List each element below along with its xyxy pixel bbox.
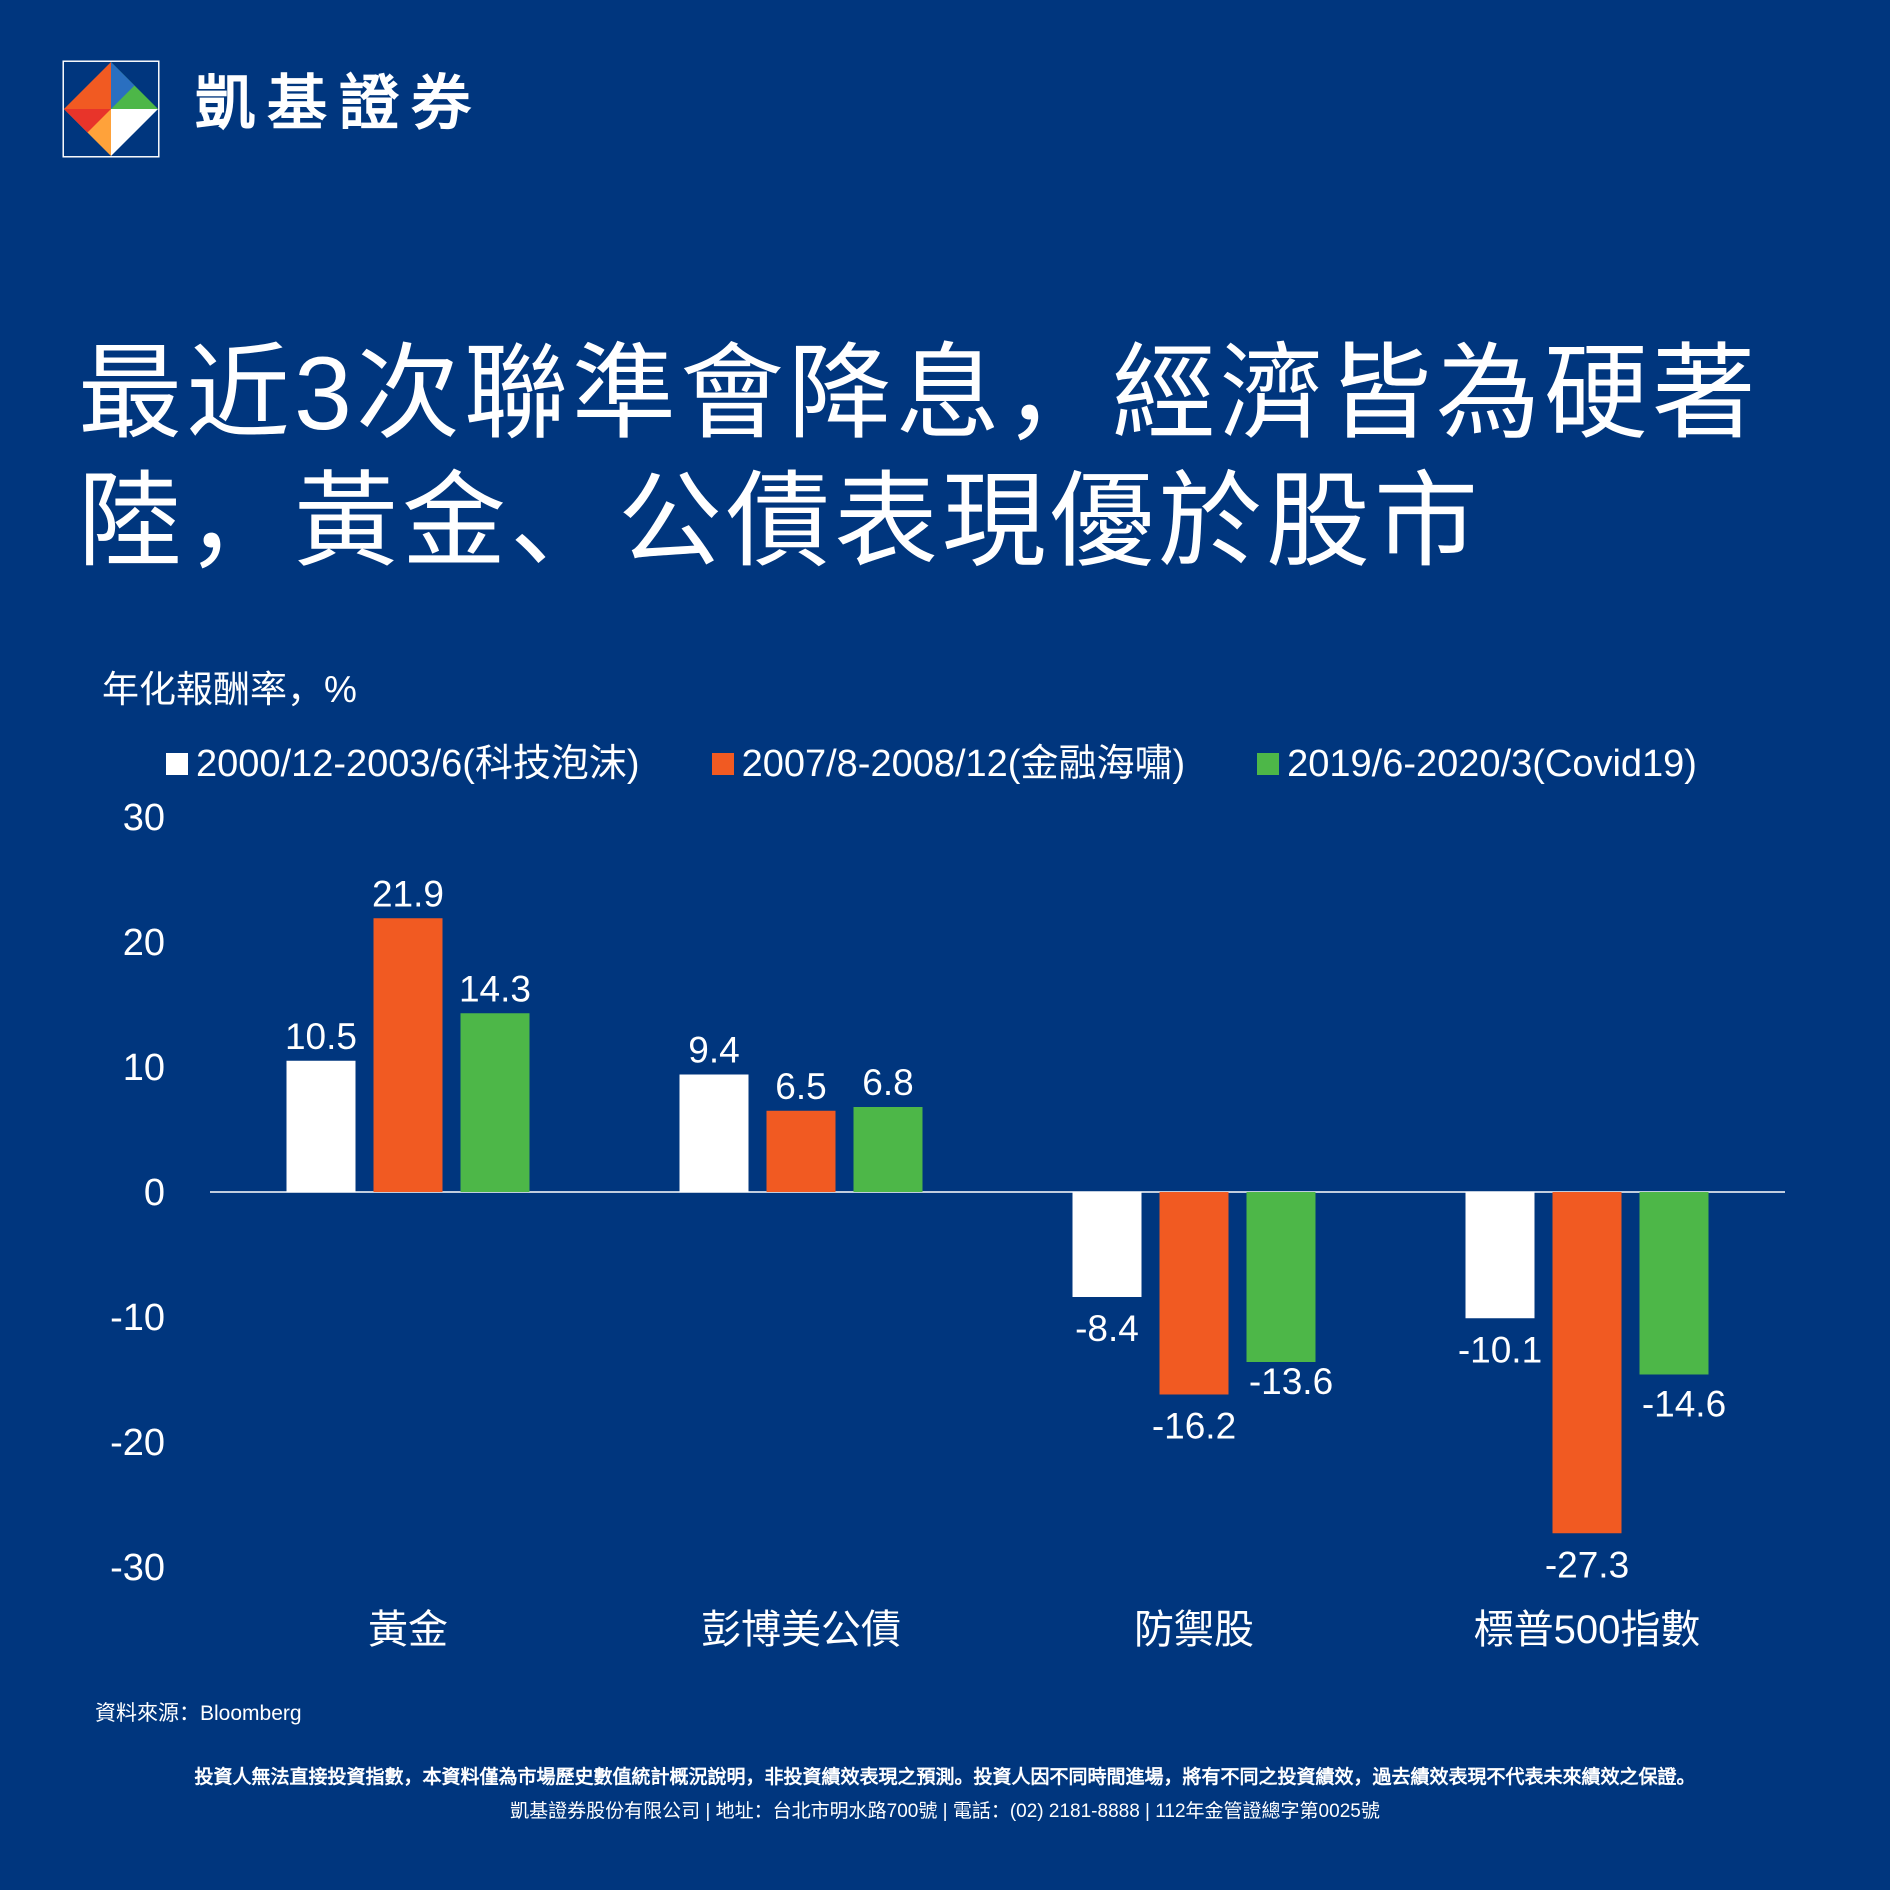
bar <box>1639 1192 1709 1375</box>
y-tick-label: 0 <box>144 1172 165 1214</box>
data-label: 6.8 <box>862 1062 913 1103</box>
data-label: 14.3 <box>459 968 531 1009</box>
y-tick-label: -10 <box>110 1297 165 1339</box>
brand-logo-icon <box>62 60 160 158</box>
y-tick-label: 10 <box>123 1047 165 1089</box>
data-label: -13.6 <box>1249 1361 1333 1402</box>
x-category-label: 黃金 <box>368 1608 448 1652</box>
x-category-label: 標普500指數 <box>1474 1608 1701 1652</box>
data-label: 21.9 <box>372 873 444 914</box>
bar <box>1465 1192 1535 1319</box>
y-axis-label: 年化報酬率，% <box>102 669 357 710</box>
bar <box>679 1074 749 1192</box>
legend-label-financial-crisis: 2007/8-2008/12(金融海嘯) <box>741 743 1186 785</box>
data-label: -27.3 <box>1545 1544 1629 1585</box>
legend-item-financial-crisis: 2007/8-2008/12(金融海嘯) <box>711 742 1186 786</box>
x-category-label: 防禦股 <box>1134 1608 1254 1652</box>
bar <box>373 918 443 1192</box>
legend-item-covid19: 2019/6-2020/3(Covid19) <box>1257 742 1697 786</box>
bar <box>1159 1192 1229 1395</box>
bar-chart: 30 20 10 0 -10 -20 -30 10.5 21.9 14.3 黃金 9.4 6.5 6.8 彭… <box>110 797 1785 1652</box>
y-tick-label: -30 <box>110 1547 165 1589</box>
chart-legend: 2000/12-2003/6(科技泡沫) 2007/8-2008/12(金融海嘯… <box>166 742 1886 786</box>
data-label: -14.6 <box>1642 1384 1726 1425</box>
legend-item-tech-bubble: 2000/12-2003/6(科技泡沫) <box>166 742 640 786</box>
bar <box>1072 1192 1142 1297</box>
data-label: 10.5 <box>285 1016 357 1057</box>
bar <box>460 1013 530 1192</box>
bar <box>1552 1192 1622 1534</box>
data-source: 資料來源：Bloomberg <box>95 1702 302 1725</box>
data-label: -10.1 <box>1458 1329 1542 1370</box>
data-label: -8.4 <box>1075 1308 1139 1349</box>
bar <box>286 1060 356 1192</box>
title-line-2: 陸，黃金、公債表現優於股市 <box>78 464 1483 580</box>
bar <box>853 1107 923 1192</box>
title-line-1: 最近3次聯準會降息，經濟皆為硬著 <box>78 336 1760 452</box>
y-tick-label: 30 <box>123 797 165 839</box>
data-label: -16.2 <box>1152 1406 1236 1447</box>
data-label: 9.4 <box>688 1030 739 1071</box>
y-tick-label: -20 <box>110 1422 165 1464</box>
legend-label-covid19: 2019/6-2020/3(Covid19) <box>1287 743 1697 785</box>
page-title: 最近3次聯準會降息，經濟皆為硬著 陸，黃金、公債表現優於股市 <box>78 330 1838 586</box>
x-category-label: 彭博美公債 <box>701 1608 901 1652</box>
y-tick-label: 20 <box>123 922 165 964</box>
bar <box>1246 1192 1316 1362</box>
legend-swatch-covid19 <box>1257 753 1280 775</box>
legend-swatch-tech-bubble <box>166 753 188 775</box>
disclaimer-text: 投資人無法直接投資指數，本資料僅為市場歷史數值統計概況說明，非投資績效表現之預測… <box>194 1767 1696 1788</box>
legend-swatch-financial-crisis <box>711 753 734 775</box>
brand-name: 凱基證券 <box>195 70 483 137</box>
legend-label-tech-bubble: 2000/12-2003/6(科技泡沫) <box>196 743 640 785</box>
bar <box>766 1110 836 1192</box>
company-info: 凱基證券股份有限公司 | 地址：台北市明水路700號 | 電話：(02) 218… <box>510 1801 1380 1822</box>
data-label: 6.5 <box>775 1066 826 1107</box>
